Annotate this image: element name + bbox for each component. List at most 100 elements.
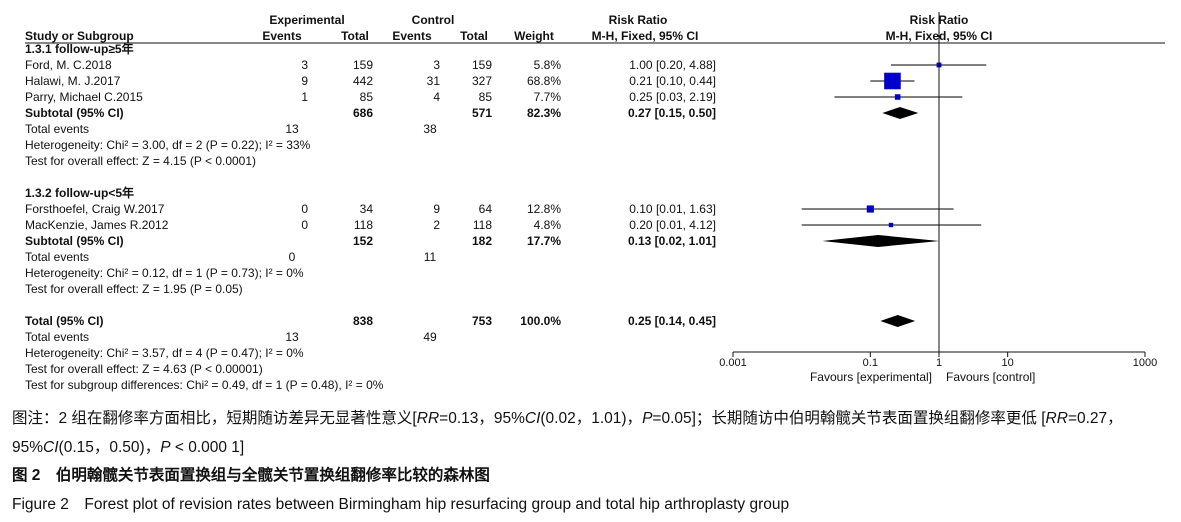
heterogeneity: Heterogeneity: Chi² = 3.57, df = 4 (P = …	[25, 346, 304, 360]
subgroup-differences: Test for subgroup differences: Chi² = 0.…	[25, 378, 384, 392]
x-tick-label: 0.1	[863, 357, 878, 369]
note-text: < 0.000 1]	[170, 439, 245, 456]
risk-ratio-ci: 1.00 [0.20, 4.88]	[629, 58, 716, 72]
heterogeneity: Heterogeneity: Chi² = 3.00, df = 2 (P = …	[25, 138, 311, 152]
weight: 12.8%	[527, 202, 561, 216]
overall-effect: Test for overall effect: Z = 1.95 (P = 0…	[25, 282, 243, 296]
subtotal-label: Subtotal (95% CI)	[25, 234, 124, 248]
note-text: P	[160, 439, 171, 456]
weight: 5.8%	[534, 58, 562, 72]
study-name: Parry, Michael C.2015	[25, 90, 143, 104]
total: 838	[353, 314, 373, 328]
figure-title-en: Figure 2 Forest plot of revision rates b…	[12, 496, 790, 513]
group-header: Control	[412, 13, 455, 27]
total-events: 13	[285, 330, 299, 344]
note-text: (0.02，1.01)，	[540, 410, 643, 427]
weight: 68.8%	[527, 74, 561, 88]
events-label: Total events	[25, 330, 89, 344]
column-header: Total	[341, 29, 369, 43]
total: 152	[353, 234, 373, 248]
total-events: 13	[285, 122, 299, 136]
total: 85	[360, 90, 374, 104]
subgroup-title: 1.3.2 follow-up<5年	[25, 185, 134, 200]
x-tick-label: 1000	[1133, 357, 1157, 369]
total: 118	[473, 218, 492, 232]
weight: 7.7%	[534, 90, 562, 104]
note-text: RR	[1045, 410, 1068, 427]
risk-ratio-ci: 0.25 [0.14, 0.45]	[628, 314, 716, 328]
study-marker	[894, 94, 901, 100]
axis-label: Favours [control]	[946, 370, 1035, 384]
note-text: =0.13，95%	[439, 410, 525, 427]
total-events: 11	[424, 250, 437, 264]
events: 9	[301, 74, 308, 88]
column-header: Risk Ratio	[609, 13, 668, 27]
study-marker	[884, 72, 901, 90]
events: 3	[301, 58, 308, 72]
weight: 17.7%	[527, 234, 561, 248]
total: 64	[479, 202, 493, 216]
total: 159	[353, 58, 373, 72]
events-label: Total events	[25, 122, 89, 136]
events-label: Total events	[25, 250, 89, 264]
total: 182	[472, 234, 492, 248]
overall-effect: Test for overall effect: Z = 4.15 (P < 0…	[25, 154, 256, 168]
weight: 82.3%	[527, 106, 561, 120]
summary-diamond	[880, 315, 916, 327]
note-text: P	[642, 410, 653, 427]
forest-plot: Experimental Control Risk Ratio Risk RatioS…	[25, 12, 1165, 392]
group-header: Experimental	[269, 13, 344, 27]
total-label: Total (95% CI)	[25, 314, 103, 328]
events: 0	[301, 218, 308, 232]
total: 118	[354, 218, 373, 232]
risk-ratio-ci: 0.25 [0.03, 2.19]	[629, 90, 716, 104]
subtotal-label: Subtotal (95% CI)	[25, 106, 124, 120]
total: 159	[472, 58, 492, 72]
axis-label: Favours [experimental]	[810, 370, 932, 384]
caption: 图注：2 组在翻修率方面相比，短期随访差异无显著性意义[RR=0.13，95%C…	[12, 404, 1172, 520]
events: 0	[301, 202, 308, 216]
total: 85	[479, 90, 493, 104]
column-header: Events	[262, 29, 302, 43]
total: 34	[360, 202, 374, 216]
column-header: Events	[392, 29, 432, 43]
figure-note: 图注：2 组在翻修率方面相比，短期随访差异无显著性意义[RR=0.13，95%C…	[12, 404, 1172, 462]
risk-ratio-ci: 0.27 [0.15, 0.50]	[628, 106, 716, 120]
events: 3	[433, 58, 440, 72]
total: 442	[353, 74, 373, 88]
note-text: CI	[43, 439, 59, 456]
risk-ratio-ci: 0.10 [0.01, 1.63]	[629, 202, 716, 216]
note-text: 图注：2 组在翻修率方面相比，短期随访差异无显著性意义[	[12, 410, 417, 427]
total: 686	[353, 106, 373, 120]
note-text: RR	[416, 410, 440, 427]
note-text: CI	[524, 410, 541, 427]
risk-ratio-ci: 0.21 [0.10, 0.44]	[629, 74, 716, 88]
study-name: Halawi, M. J.2017	[25, 74, 121, 88]
x-tick-label: 10	[1002, 357, 1014, 369]
subgroup-title: 1.3.1 follow-up≥5年	[25, 41, 134, 56]
x-tick-label: 1	[936, 357, 942, 369]
summary-diamond	[822, 235, 940, 247]
weight: 4.8%	[534, 218, 562, 232]
note-text: =0.27，95%	[12, 410, 1123, 456]
note-text: =0.05]；长期随访中伯明翰髋关节表面置换组翻修率更低 [	[652, 410, 1046, 427]
column-header: M-H, Fixed, 95% CI	[592, 29, 699, 43]
risk-ratio-ci: 0.20 [0.01, 4.12]	[629, 218, 716, 232]
total-events: 0	[289, 250, 296, 264]
heterogeneity: Heterogeneity: Chi² = 0.12, df = 1 (P = …	[25, 266, 304, 280]
study-marker	[866, 205, 874, 213]
events: 4	[433, 90, 440, 104]
figure-title-cn: 图 2 伯明翰髋关节表面置换组与全髋关节置换组翻修率比较的森林图	[12, 467, 490, 484]
risk-ratio-ci: 0.13 [0.02, 1.01]	[628, 234, 716, 248]
summary-diamond	[882, 107, 919, 119]
events: 9	[433, 202, 440, 216]
total-events: 49	[423, 330, 437, 344]
events: 2	[433, 218, 440, 232]
total-events: 38	[423, 122, 437, 136]
note-text: (0.15，0.50)，	[58, 439, 161, 456]
column-header: Study or Subgroup	[25, 29, 134, 43]
study-marker	[888, 222, 894, 228]
events: 1	[301, 90, 308, 104]
total: 327	[472, 74, 492, 88]
